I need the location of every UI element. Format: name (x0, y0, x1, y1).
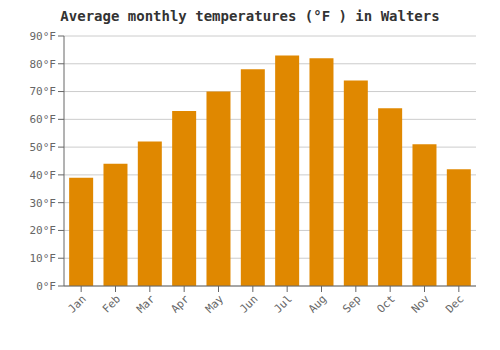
svg-text:Feb: Feb (100, 292, 123, 315)
svg-text:Oct: Oct (375, 292, 398, 315)
svg-text:Nov: Nov (409, 292, 433, 316)
svg-text:Aug: Aug (306, 292, 329, 315)
svg-text:50°F: 50°F (30, 141, 57, 154)
svg-text:Jul: Jul (272, 292, 295, 315)
svg-text:May: May (203, 292, 227, 316)
svg-text:80°F: 80°F (30, 58, 57, 71)
svg-text:Dec: Dec (443, 292, 466, 315)
svg-text:40°F: 40°F (30, 169, 57, 182)
html-text:Average monthly temperatures (: Average monthly temperatures (°F ) in Wa… (60, 8, 440, 24)
svg-text:Mar: Mar (134, 292, 158, 316)
svg-text:60°F: 60°F (30, 113, 57, 126)
svg-text:0°F: 0°F (36, 280, 56, 293)
svg-text:Apr: Apr (169, 292, 193, 316)
svg-text:Sep: Sep (340, 292, 363, 315)
svg-text:30°F: 30°F (30, 197, 57, 210)
svg-text:Jan: Jan (66, 292, 89, 315)
svg-text:70°F: 70°F (30, 85, 57, 98)
svg-text:Jun: Jun (237, 292, 260, 315)
svg-text:10°F: 10°F (30, 252, 57, 265)
svg-text:20°F: 20°F (30, 224, 57, 237)
svg-text:90°F: 90°F (30, 30, 57, 43)
